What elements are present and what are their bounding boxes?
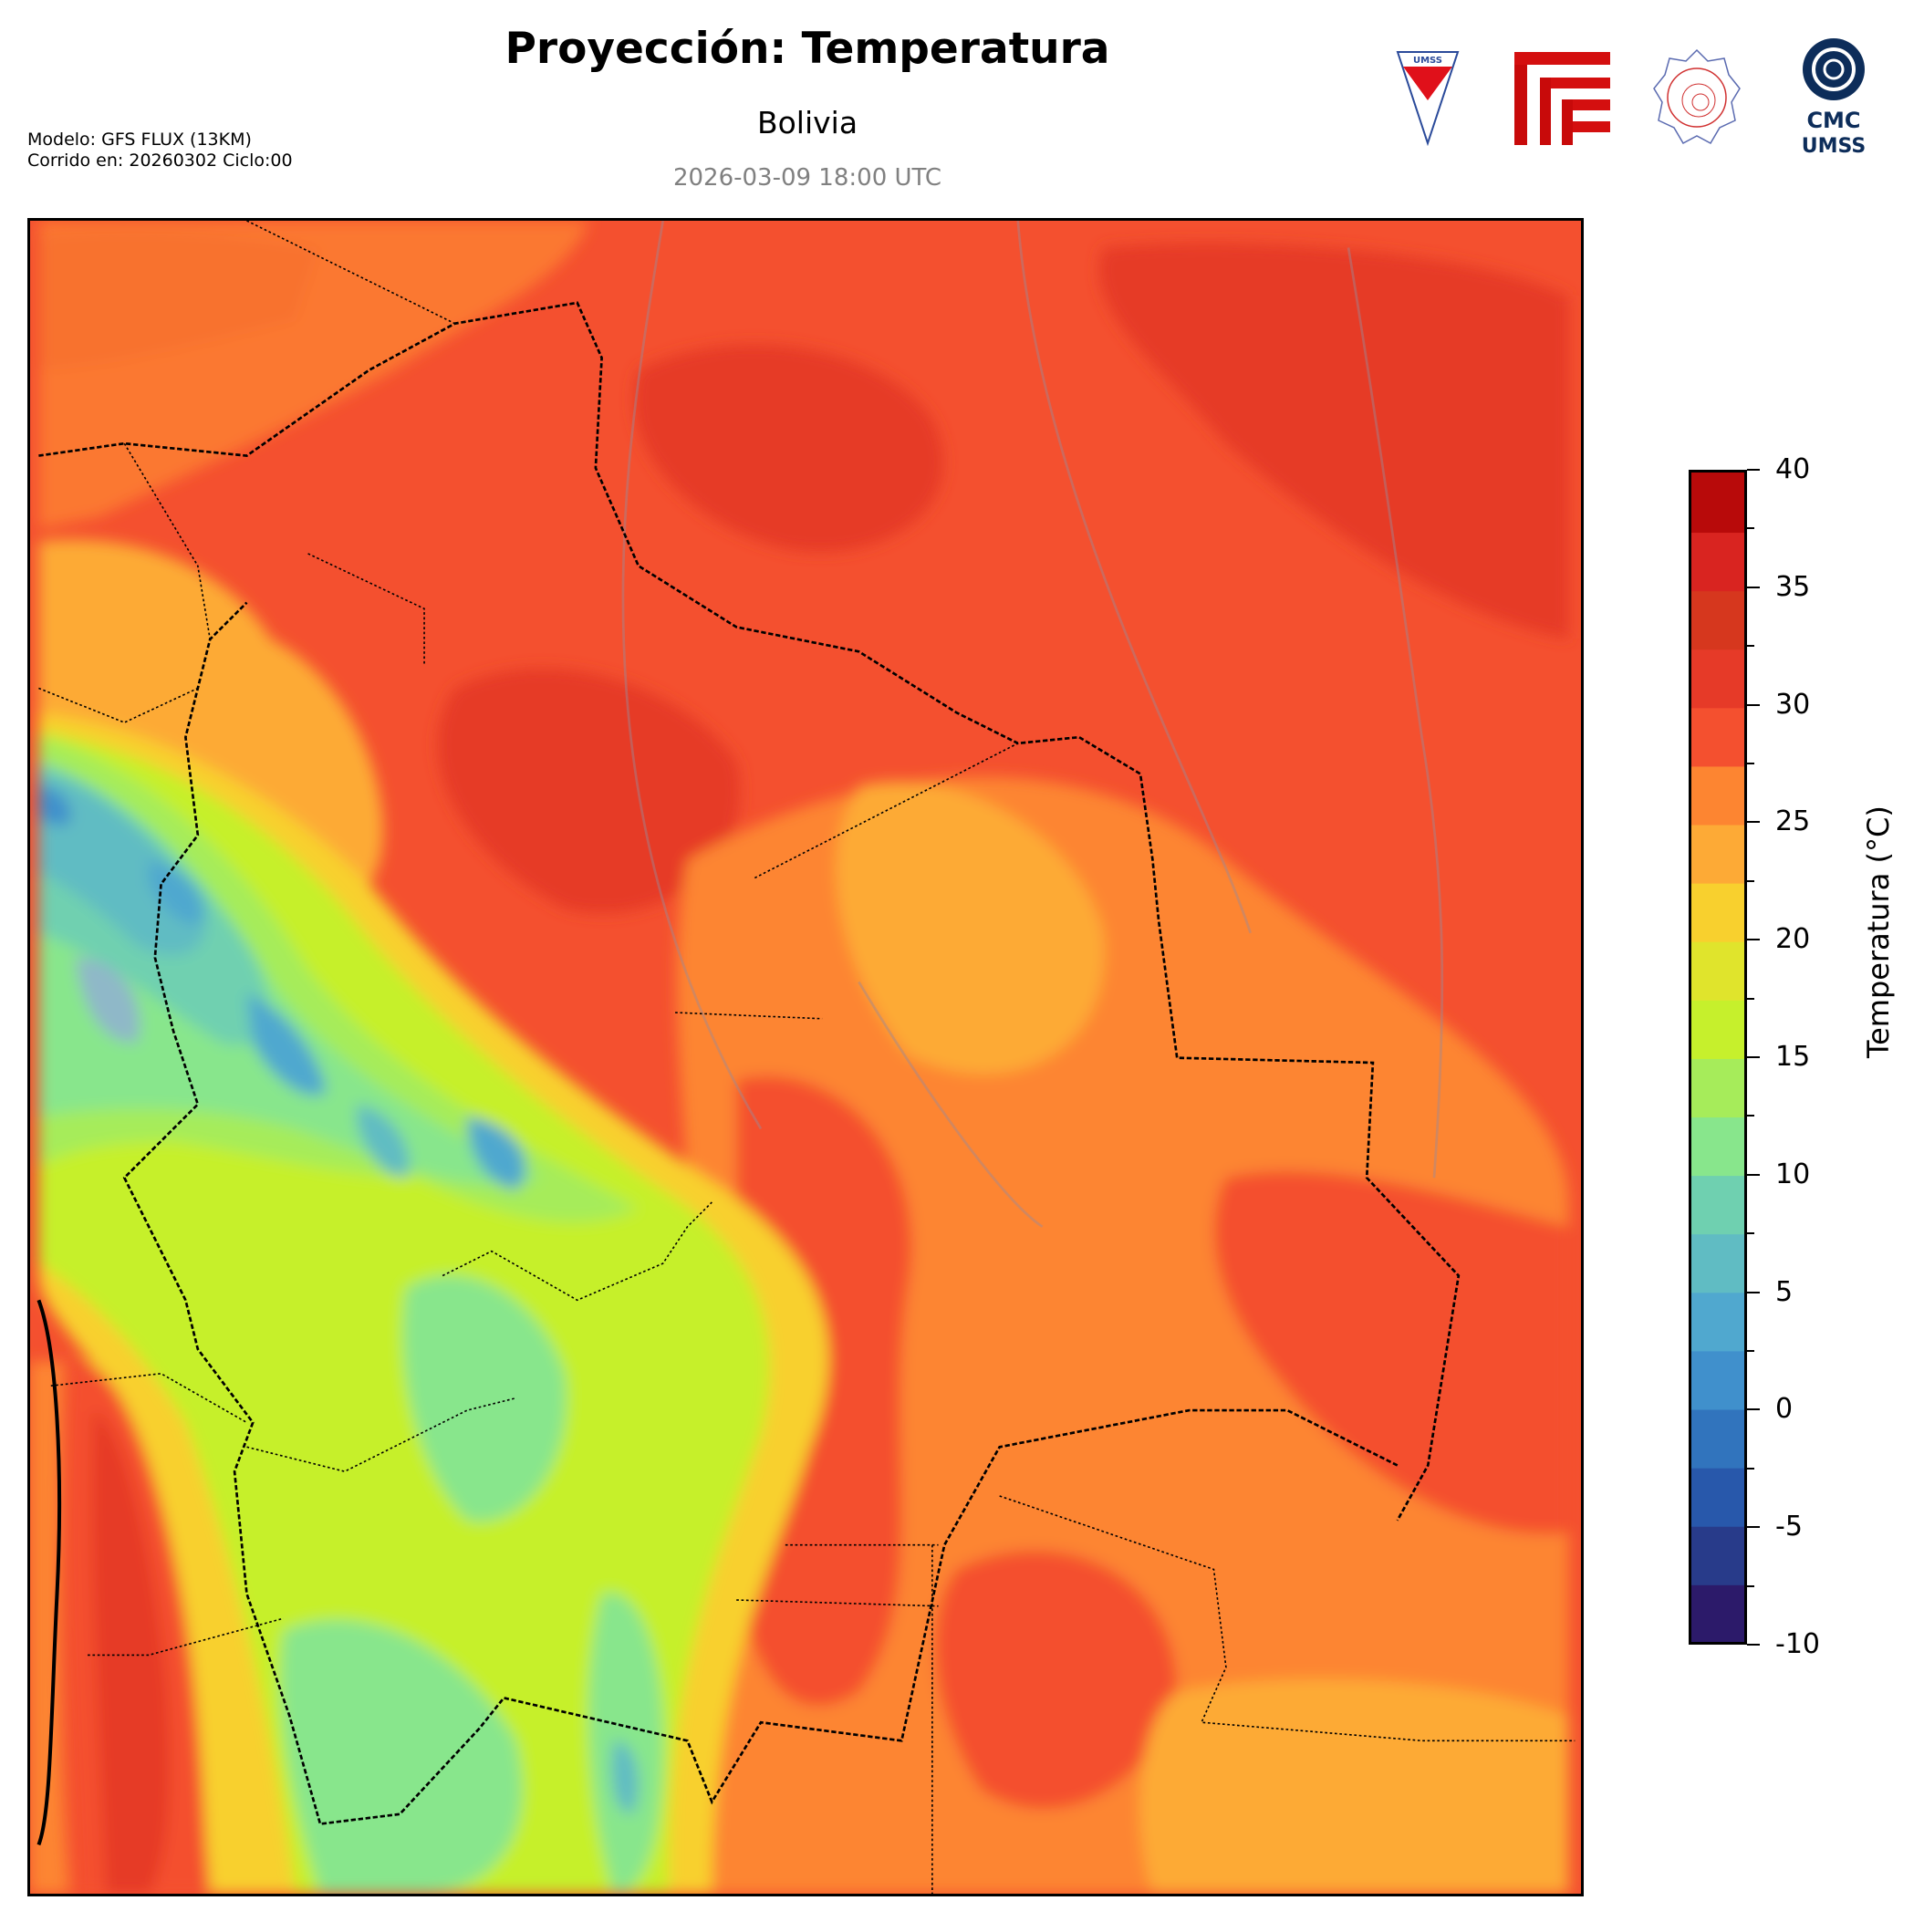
umss-logo-icon: UMSS [1396, 51, 1460, 146]
cmc-logo-text: CMC [1806, 108, 1860, 133]
umss-logo-text: UMSS [1413, 56, 1442, 66]
borders [36, 221, 1576, 1894]
colorbar-tick-label: 30 [1775, 688, 1811, 721]
colorbar-minor-tick [1747, 1232, 1754, 1235]
colorbar-band [1691, 706, 1744, 767]
colorbar-band [1691, 1349, 1744, 1410]
colorbar-band [1691, 1466, 1744, 1527]
temperature-map [27, 218, 1584, 1896]
colorbar-minor-tick [1747, 1350, 1754, 1352]
colorbar-major-tick [1747, 939, 1760, 941]
colorbar-band [1691, 1174, 1744, 1235]
colorbar-band [1691, 1116, 1744, 1177]
colorbar-minor-tick [1747, 997, 1754, 1000]
colorbar-tick-label: 15 [1775, 1041, 1811, 1073]
colorbar-major-tick [1747, 1526, 1760, 1529]
colorbar-band [1691, 1232, 1744, 1293]
colorbar-band [1691, 823, 1744, 884]
colorbar-band [1691, 1057, 1744, 1118]
contour-fills [30, 221, 1569, 1894]
colorbar-minor-tick [1747, 763, 1754, 764]
colorbar-major-tick [1747, 1644, 1760, 1646]
chart-title: Proyección: Temperatura [504, 24, 1110, 74]
colorbar-minor-tick [1747, 1467, 1754, 1470]
colorbar-band [1691, 1291, 1744, 1352]
temperature-field [30, 221, 1581, 1894]
colorbar-tick-label: -5 [1775, 1511, 1803, 1543]
colorbar-tick-label: -10 [1775, 1628, 1820, 1660]
colorbar-tick-label: 25 [1775, 805, 1811, 838]
fcyt-logo-icon [1514, 52, 1610, 145]
colorbar-major-tick [1747, 821, 1760, 824]
colorbar-minor-tick [1747, 645, 1754, 648]
colorbar-band [1691, 1583, 1744, 1642]
colorbar-major-tick [1747, 1056, 1760, 1058]
colorbar-tick-label: 35 [1775, 570, 1811, 603]
fisica-logo-icon [1653, 48, 1741, 145]
colorbar-tick-label: 20 [1775, 923, 1811, 956]
colorbar-band [1691, 881, 1744, 942]
colorbar-label: Temperatura (°C) [1861, 805, 1896, 1058]
colorbar [1689, 470, 1747, 1645]
cmc-umss-logo-text: UMSS [1802, 135, 1866, 158]
colorbar-major-tick [1747, 586, 1760, 588]
colorbar-band [1691, 1524, 1744, 1585]
model-info: Modelo: GFS FLUX (13KM) Corrido en: 2026… [27, 130, 293, 171]
colorbar-major-tick [1747, 1291, 1760, 1293]
colorbar-major-tick [1747, 1173, 1760, 1176]
colorbar-tick-label: 0 [1775, 1393, 1794, 1426]
colorbar-band [1691, 531, 1744, 592]
region-subtitle: Bolivia [756, 105, 858, 140]
model-name: Modelo: GFS FLUX (13KM) [27, 130, 252, 150]
rivers [621, 221, 1444, 1228]
colorbar-band [1691, 764, 1744, 826]
colorbar-major-tick [1747, 703, 1760, 706]
colorbar-band [1691, 648, 1744, 709]
colorbar-minor-tick [1747, 527, 1754, 530]
colorbar-band [1691, 940, 1744, 1001]
colorbar-tick-label: 5 [1775, 1275, 1794, 1308]
colorbar-bands [1691, 473, 1744, 1642]
colorbar-band [1691, 473, 1744, 534]
colorbar-tick-label: 40 [1775, 453, 1811, 485]
forecast-datetime: 2026-03-09 18:00 UTC [672, 164, 942, 192]
colorbar-major-tick [1747, 469, 1760, 471]
colorbar-band [1691, 589, 1744, 650]
colorbar-minor-tick [1747, 1584, 1754, 1587]
cmc-umss-logo-icon: CMC UMSS [1802, 38, 1866, 158]
colorbar-minor-tick [1747, 1115, 1754, 1117]
colorbar-major-tick [1747, 1408, 1760, 1411]
colorbar-minor-tick [1747, 879, 1754, 882]
colorbar-band [1691, 998, 1744, 1059]
colorbar-band [1691, 1407, 1744, 1469]
run-info: Corrido en: 20260302 Ciclo:00 [27, 151, 293, 171]
colorbar-tick-label: 10 [1775, 1158, 1811, 1190]
